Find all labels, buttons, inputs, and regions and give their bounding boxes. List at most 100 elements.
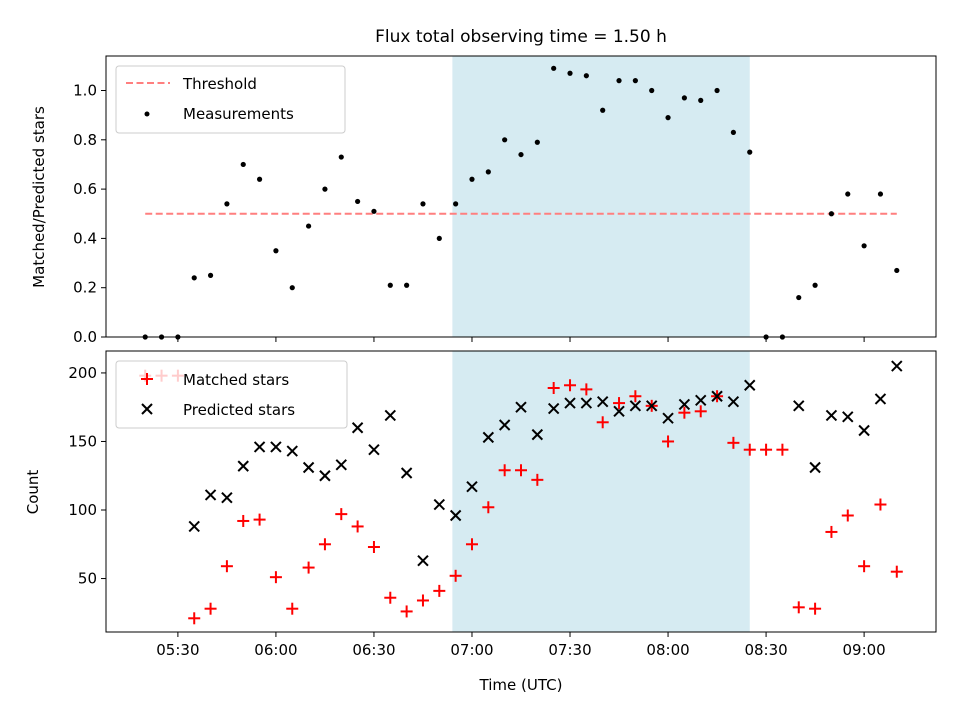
matched-star-point bbox=[204, 602, 217, 615]
bottom-y-tick-label: 100 bbox=[68, 501, 97, 519]
predicted-star-point bbox=[286, 445, 298, 457]
bottom-legend-box bbox=[115, 360, 348, 429]
top-y-tick-label: 0.8 bbox=[73, 131, 97, 149]
legend-matched-swatch bbox=[141, 373, 153, 385]
top-y-tick-label: 0.0 bbox=[73, 328, 97, 346]
predicted-star-point bbox=[270, 441, 282, 453]
predicted-star-point bbox=[253, 441, 266, 453]
x-tick-label: 07:30 bbox=[548, 641, 591, 659]
matched-star-point bbox=[678, 406, 691, 419]
top-panel: 0.0 0.2 0.4 0.6 0.8 1.0 Matched/Predicted sta… bbox=[30, 55, 937, 346]
matched-star-point bbox=[727, 436, 740, 449]
x-tick-label: 07:00 bbox=[450, 641, 493, 659]
predicted-star-point bbox=[564, 397, 576, 409]
measurement-point bbox=[861, 243, 867, 249]
measurement-point bbox=[322, 186, 328, 192]
measurement-point bbox=[567, 70, 573, 76]
predicted-star-point bbox=[678, 398, 691, 411]
bottom-y-tick-label: 200 bbox=[68, 364, 97, 382]
top-y-tick-label: 0.2 bbox=[73, 279, 97, 297]
count-points bbox=[139, 360, 903, 625]
predicted-star-point bbox=[891, 360, 903, 372]
matched-star-point bbox=[613, 397, 626, 410]
matched-star-point bbox=[629, 390, 642, 403]
measurement-point bbox=[355, 198, 361, 205]
predicted-star-point bbox=[204, 489, 217, 501]
measurement-point bbox=[207, 272, 214, 278]
matched-star-point bbox=[237, 514, 250, 527]
predicted-star-point bbox=[515, 401, 527, 413]
measurement-point bbox=[812, 282, 818, 288]
predicted-star-point bbox=[351, 422, 364, 434]
matched-star-point bbox=[515, 464, 527, 477]
measurement-point bbox=[747, 149, 753, 155]
matched-star-point bbox=[367, 541, 380, 554]
measurement-point bbox=[420, 201, 426, 207]
measurement-point bbox=[256, 176, 263, 182]
measurement-point bbox=[828, 211, 835, 217]
matched-star-point bbox=[482, 501, 495, 514]
measurement-point bbox=[616, 78, 622, 84]
measurement-point bbox=[551, 65, 557, 71]
bottom-y-axis-label: Count bbox=[24, 470, 42, 515]
legend-predicted-swatch bbox=[141, 403, 153, 415]
matched-star-point bbox=[531, 473, 544, 486]
predicted-star-point bbox=[580, 397, 593, 409]
predicted-star-point bbox=[662, 412, 674, 424]
measurement-point bbox=[305, 223, 312, 229]
matched-star-point bbox=[465, 538, 478, 551]
legend-threshold-label: Threshold bbox=[182, 75, 257, 93]
measurement-point bbox=[518, 151, 524, 158]
measurement-point bbox=[534, 139, 540, 145]
bottom-y-tick-label: 50 bbox=[78, 570, 97, 588]
matched-star-point bbox=[384, 591, 397, 604]
matched-star-point bbox=[890, 565, 903, 578]
matched-star-point bbox=[564, 379, 577, 392]
measurement-point bbox=[289, 285, 295, 291]
matched-star-point bbox=[596, 416, 609, 429]
legend-measurements-swatch bbox=[144, 111, 150, 117]
matched-star-point bbox=[743, 443, 756, 456]
predicted-star-point bbox=[809, 461, 821, 474]
predicted-star-point bbox=[400, 467, 413, 479]
predicted-star-point bbox=[433, 498, 446, 511]
predicted-star-point bbox=[384, 409, 396, 422]
matched-star-point bbox=[792, 601, 805, 614]
measurement-point bbox=[453, 201, 459, 207]
measurement-point bbox=[665, 115, 671, 121]
matched-star-point bbox=[662, 435, 675, 448]
measurement-point bbox=[796, 294, 802, 301]
measurement-point bbox=[404, 282, 410, 288]
predicted-star-point bbox=[335, 459, 347, 471]
predicted-star-point bbox=[221, 491, 233, 504]
measurement-point bbox=[338, 154, 344, 160]
predicted-star-point bbox=[449, 509, 462, 522]
matched-star-point bbox=[351, 520, 364, 533]
top-axes: 0.0 0.2 0.4 0.6 0.8 1.0 bbox=[73, 82, 865, 346]
matched-star-point bbox=[433, 584, 446, 597]
predicted-star-point bbox=[727, 396, 740, 408]
measurement-point bbox=[632, 78, 638, 84]
predicted-star-point bbox=[531, 428, 544, 441]
x-tick-label: 09:00 bbox=[842, 641, 885, 659]
measurement-point bbox=[600, 107, 606, 113]
matched-star-point bbox=[302, 561, 315, 574]
matched-star-point bbox=[188, 612, 201, 625]
measurement-point bbox=[583, 73, 589, 79]
measurement-point bbox=[730, 129, 737, 136]
predicted-star-point bbox=[596, 396, 609, 408]
predicted-star-point bbox=[842, 411, 854, 423]
x-tick-label: 06:30 bbox=[352, 641, 395, 659]
top-observing-span bbox=[452, 56, 750, 337]
matched-star-point bbox=[498, 464, 511, 477]
top-legend: Threshold Measurements bbox=[115, 65, 346, 134]
predicted-star-point bbox=[613, 405, 625, 418]
matched-star-point bbox=[841, 509, 854, 522]
x-tick-label: 05:30 bbox=[156, 641, 199, 659]
measurement-point bbox=[714, 87, 720, 94]
measurement-point bbox=[698, 97, 704, 103]
predicted-star-point bbox=[319, 470, 331, 482]
matched-star-point bbox=[269, 571, 282, 584]
predicted-star-point bbox=[547, 402, 560, 415]
bottom-observing-span bbox=[452, 351, 750, 632]
